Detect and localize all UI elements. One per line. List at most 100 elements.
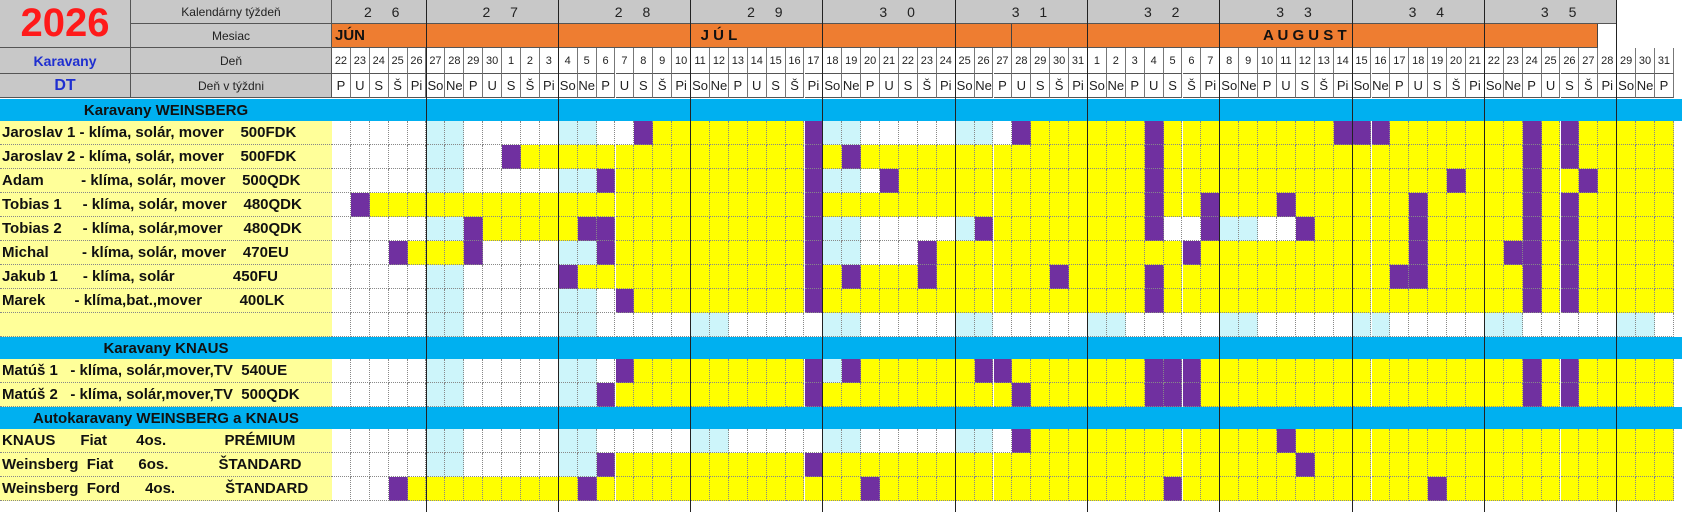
booking-cell[interactable] xyxy=(691,359,710,383)
day-number-cell[interactable]: 21 xyxy=(1466,48,1485,74)
day-number-cell[interactable]: 6 xyxy=(596,48,616,74)
booking-cell[interactable] xyxy=(1201,193,1221,217)
booking-cell[interactable] xyxy=(615,217,635,241)
booking-cell[interactable] xyxy=(899,453,918,477)
booking-cell[interactable] xyxy=(350,169,370,193)
weekday-cell[interactable]: U xyxy=(1277,74,1296,98)
day-number-cell[interactable]: 16 xyxy=(1371,48,1391,74)
booking-cell[interactable] xyxy=(1295,359,1315,383)
booking-cell[interactable] xyxy=(1163,289,1183,313)
booking-cell[interactable] xyxy=(426,383,446,407)
booking-cell[interactable] xyxy=(766,289,786,313)
booking-cell[interactable] xyxy=(993,217,1013,241)
booking-cell[interactable] xyxy=(1125,193,1145,217)
day-number-cell[interactable]: 12 xyxy=(710,48,729,74)
booking-cell[interactable] xyxy=(483,217,503,241)
booking-cell[interactable] xyxy=(1314,477,1334,501)
booking-cell[interactable] xyxy=(615,429,635,453)
booking-cell[interactable] xyxy=(577,145,597,169)
booking-cell[interactable] xyxy=(1069,241,1088,265)
booking-cell[interactable] xyxy=(936,265,956,289)
booking-cell[interactable] xyxy=(558,193,578,217)
booking-cell[interactable] xyxy=(1579,359,1599,383)
booking-cell[interactable] xyxy=(993,241,1013,265)
booking-cell[interactable] xyxy=(388,217,408,241)
booking-cell[interactable] xyxy=(936,289,956,313)
booking-cell[interactable] xyxy=(1655,121,1674,145)
booking-cell[interactable] xyxy=(1314,265,1334,289)
booking-cell[interactable] xyxy=(1277,121,1296,145)
booking-cell[interactable] xyxy=(1447,289,1466,313)
booking-cell[interactable] xyxy=(615,477,635,501)
booking-cell[interactable] xyxy=(1106,145,1126,169)
booking-cell[interactable] xyxy=(653,217,673,241)
booking-cell[interactable] xyxy=(710,429,729,453)
booking-cell[interactable] xyxy=(955,453,975,477)
day-number-cell[interactable]: 18 xyxy=(1409,48,1429,74)
booking-cell[interactable] xyxy=(653,169,673,193)
booking-cell[interactable] xyxy=(1447,359,1466,383)
booking-cell[interactable] xyxy=(917,477,937,501)
weekday-cell[interactable]: P xyxy=(596,74,616,98)
booking-cell[interactable] xyxy=(880,241,899,265)
booking-cell[interactable] xyxy=(539,289,559,313)
booking-cell[interactable] xyxy=(350,383,370,407)
booking-cell[interactable] xyxy=(728,383,748,407)
booking-cell[interactable] xyxy=(1088,429,1107,453)
booking-cell[interactable] xyxy=(1144,265,1164,289)
booking-cell[interactable] xyxy=(1069,429,1088,453)
weekday-cell[interactable]: P xyxy=(1390,74,1410,98)
booking-cell[interactable] xyxy=(1579,453,1599,477)
booking-cell[interactable] xyxy=(1333,383,1353,407)
booking-cell[interactable] xyxy=(1050,145,1070,169)
booking-cell[interactable] xyxy=(426,241,446,265)
booking-cell[interactable] xyxy=(1031,313,1051,337)
booking-cell[interactable] xyxy=(539,429,559,453)
booking-cell[interactable] xyxy=(1220,429,1240,453)
booking-cell[interactable] xyxy=(1239,145,1259,169)
booking-cell[interactable] xyxy=(558,121,578,145)
booking-cell[interactable] xyxy=(596,217,616,241)
booking-cell[interactable] xyxy=(426,453,446,477)
booking-cell[interactable] xyxy=(596,429,616,453)
booking-cell[interactable] xyxy=(880,121,899,145)
booking-cell[interactable] xyxy=(1617,313,1637,337)
booking-cell[interactable] xyxy=(1314,429,1334,453)
booking-cell[interactable] xyxy=(1144,169,1164,193)
booking-cell[interactable] xyxy=(521,193,540,217)
booking-cell[interactable] xyxy=(1201,383,1221,407)
booking-cell[interactable] xyxy=(426,121,446,145)
booking-cell[interactable] xyxy=(1484,313,1504,337)
booking-cell[interactable] xyxy=(1428,289,1448,313)
booking-cell[interactable] xyxy=(1598,313,1618,337)
booking-cell[interactable] xyxy=(1201,217,1221,241)
booking-cell[interactable] xyxy=(917,121,937,145)
week-number-cell[interactable]: 2 9 xyxy=(691,0,824,24)
booking-cell[interactable] xyxy=(993,121,1013,145)
booking-cell[interactable] xyxy=(1314,241,1334,265)
day-number-cell[interactable]: 5 xyxy=(1163,48,1183,74)
caravan-row-label[interactable]: Adam - klíma, solár, mover 500QDK xyxy=(0,169,332,193)
booking-cell[interactable] xyxy=(1352,429,1372,453)
booking-cell[interactable] xyxy=(936,145,956,169)
day-number-cell[interactable]: 24 xyxy=(936,48,956,74)
day-number-cell[interactable]: 29 xyxy=(1617,48,1637,74)
booking-cell[interactable] xyxy=(1655,429,1674,453)
weekday-cell[interactable]: U xyxy=(747,74,767,98)
weekday-cell[interactable]: Š xyxy=(521,74,540,98)
booking-cell[interactable] xyxy=(1220,359,1240,383)
booking-cell[interactable] xyxy=(1522,217,1542,241)
booking-cell[interactable] xyxy=(1163,121,1183,145)
booking-cell[interactable] xyxy=(785,121,805,145)
booking-cell[interactable] xyxy=(521,383,540,407)
booking-cell[interactable] xyxy=(842,193,862,217)
booking-cell[interactable] xyxy=(1277,193,1296,217)
booking-cell[interactable] xyxy=(653,145,673,169)
booking-cell[interactable] xyxy=(880,289,899,313)
booking-cell[interactable] xyxy=(936,313,956,337)
booking-cell[interactable] xyxy=(747,241,767,265)
weekday-cell[interactable]: So xyxy=(1484,74,1504,98)
weekday-cell[interactable]: So xyxy=(426,74,446,98)
weekday-cell[interactable]: P xyxy=(1655,74,1674,98)
booking-cell[interactable] xyxy=(577,313,597,337)
